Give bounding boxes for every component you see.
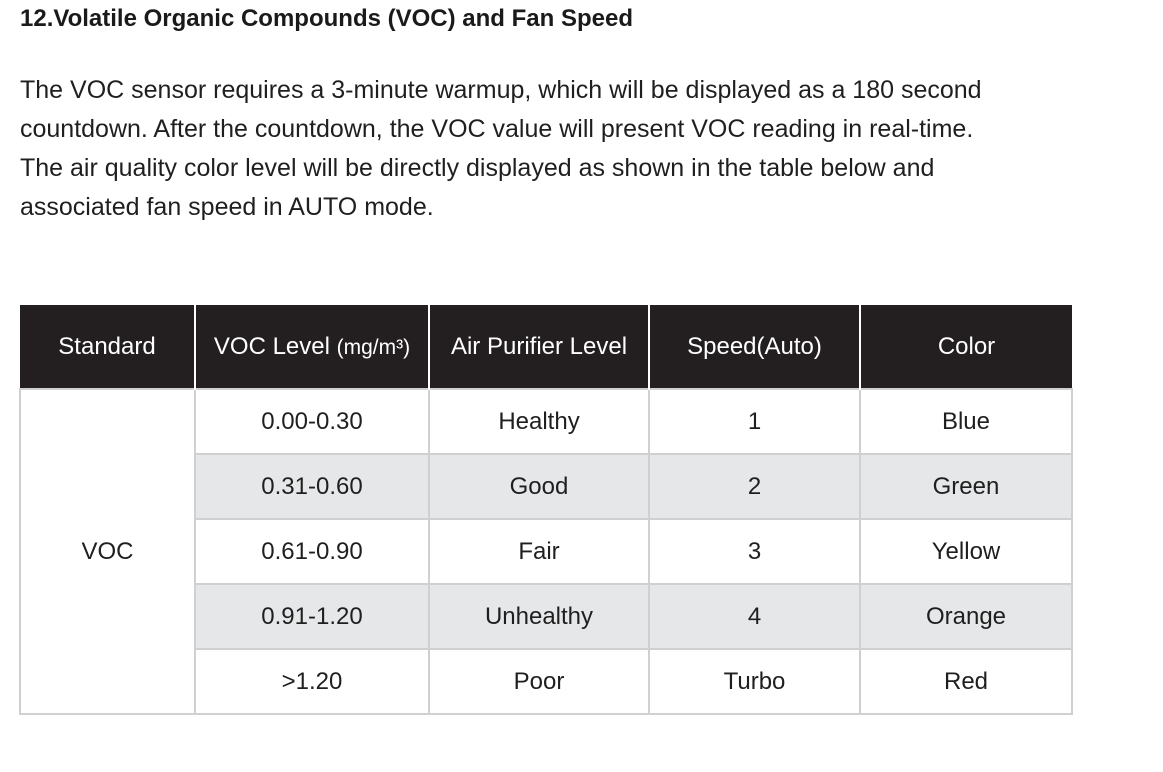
color-cell: Blue	[859, 388, 1073, 455]
speed-cell: Turbo	[648, 648, 861, 715]
intro-line: countdown. After the countdown, the VOC …	[20, 115, 974, 143]
speed-cell: 2	[648, 453, 861, 520]
intro-paragraph: The VOC sensor requires a 3-minute warmu…	[20, 71, 1100, 227]
speed-cell: 1	[648, 388, 861, 455]
color-cell: Orange	[859, 583, 1073, 650]
table-row: VOC 0.00-0.30 Healthy 1 Blue	[19, 388, 1073, 715]
intro-line: The air quality color level will be dire…	[20, 154, 935, 182]
air-level-cell: Healthy	[428, 388, 650, 455]
header-air-purifier-level: Air Purifier Level	[428, 305, 649, 389]
voc-range-cell: 0.61-0.90	[194, 518, 430, 585]
air-level-cell: Unhealthy	[428, 583, 650, 650]
air-level-cell: Good	[428, 453, 650, 520]
table-row: 0.91-1.20 Unhealthy 4 Orange	[20, 583, 1073, 650]
standard-cell: VOC	[19, 388, 196, 715]
speed-cell: 4	[648, 583, 861, 650]
header-voc-unit: (mg/m³)	[336, 335, 411, 359]
air-level-cell: Poor	[428, 648, 650, 715]
color-cell: Yellow	[859, 518, 1073, 585]
voc-range-cell: >1.20	[194, 648, 430, 715]
header-standard: Standard	[20, 305, 195, 389]
intro-line: associated fan speed in AUTO mode.	[20, 193, 434, 221]
air-level-cell: Fair	[428, 518, 650, 585]
table-header-row: Standard VOC Level (mg/m³) Air Purifier …	[20, 305, 1072, 389]
header-color: Color	[859, 305, 1072, 389]
voc-fan-speed-table: Standard VOC Level (mg/m³) Air Purifier …	[19, 305, 1073, 715]
header-voc-level-label: VOC Level	[213, 332, 330, 360]
table-row: 0.61-0.90 Fair 3 Yellow	[20, 518, 1073, 585]
intro-line: The VOC sensor requires a 3-minute warmu…	[20, 76, 982, 104]
voc-range-cell: 0.91-1.20	[194, 583, 430, 650]
voc-range-cell: 0.00-0.30	[194, 388, 430, 455]
table-row: >1.20 Poor Turbo Red	[20, 648, 1073, 715]
speed-cell: 3	[648, 518, 861, 585]
voc-range-cell: 0.31-0.60	[194, 453, 430, 520]
header-speed: Speed(Auto)	[648, 305, 860, 389]
color-cell: Red	[859, 648, 1073, 715]
section-heading: 12.Volatile Organic Compounds (VOC) and …	[20, 5, 633, 32]
table-row: 0.31-0.60 Good 2 Green	[20, 453, 1073, 520]
color-cell: Green	[859, 453, 1073, 520]
header-voc-level: VOC Level (mg/m³)	[194, 305, 429, 389]
